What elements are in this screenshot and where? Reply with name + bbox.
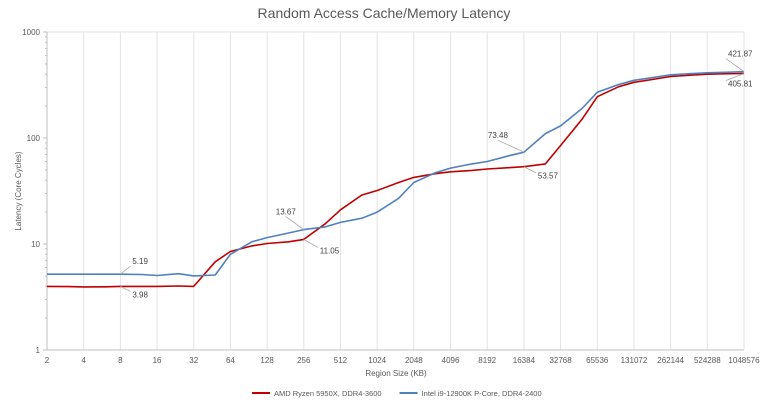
x-tick-labels: 2 4 8 16 32 64 128 256 512 1024 2048 4096 8192 16384 3… — [45, 356, 760, 365]
chart-title: Random Access Cache/Memory Latency — [258, 5, 511, 21]
legend-label-intel: Intel i9-12900K P-Core, DDR4-2400 — [422, 389, 542, 398]
y-axis-title: Latency (Core Cycles) — [14, 151, 23, 230]
y-tick-label: 100 — [27, 134, 41, 143]
label-leader-line — [497, 139, 525, 153]
x-tick-label: 4 — [81, 356, 86, 365]
x-tick-label: 4096 — [442, 356, 460, 365]
x-tick-label: 8 — [118, 356, 123, 365]
series-line-amd — [46, 72, 745, 288]
series-line-intel — [47, 70, 745, 277]
x-tick-label: 262144 — [657, 356, 684, 365]
x-tick-label: 64 — [226, 356, 235, 365]
label-leader-line — [725, 58, 745, 73]
label-leader-line — [303, 239, 318, 248]
series-lines — [46, 70, 745, 288]
data-label: 53.57 — [538, 172, 559, 181]
label-leader-line — [120, 286, 131, 292]
x-tick-label: 256 — [297, 356, 311, 365]
x-tick-label: 32 — [189, 356, 198, 365]
data-label: 5.19 — [132, 257, 148, 266]
x-axis-title: Region Size (KB) — [365, 369, 427, 378]
data-label: 405.81 — [728, 80, 753, 89]
label-leader-line — [285, 216, 305, 230]
data-label: 73.48 — [488, 131, 509, 140]
y-tick-label: 1 — [36, 346, 41, 355]
x-tick-label: 2048 — [405, 356, 423, 365]
x-tick-label: 8192 — [478, 356, 496, 365]
x-tick-label: 2 — [45, 356, 50, 365]
legend: AMD Ryzen 5950X, DDR4-3600 Intel i9-12900… — [252, 389, 542, 398]
data-labels: 5.19 3.98 13.67 11.05 73.48 53.57 421.87 405.81 — [120, 50, 753, 299]
x-tick-label: 512 — [334, 356, 348, 365]
grid-lines — [46, 31, 745, 350]
data-label: 13.67 — [276, 208, 297, 217]
y-tick-label: 10 — [31, 240, 40, 249]
x-tick-label: 131072 — [621, 356, 648, 365]
data-label: 3.98 — [132, 290, 148, 299]
y-tick-label: 1000 — [22, 28, 40, 37]
legend-label-amd: AMD Ryzen 5950X, DDR4-3600 — [274, 389, 382, 398]
x-tick-label: 16 — [153, 356, 162, 365]
x-tick-label: 524288 — [694, 356, 721, 365]
label-leader-line — [725, 73, 745, 81]
x-tick-label: 128 — [260, 356, 274, 365]
x-tick-label: 1024 — [368, 356, 386, 365]
x-tick-label: 16384 — [513, 356, 536, 365]
label-leader-line — [523, 166, 537, 174]
data-label: 11.05 — [320, 246, 340, 255]
x-tick-label: 65536 — [586, 356, 609, 365]
y-tick-labels: 1 10 100 1000 — [22, 28, 40, 355]
label-leader-line — [120, 265, 131, 275]
x-tick-label: 1048576 — [728, 356, 760, 365]
data-label: 421.87 — [728, 50, 753, 59]
x-tick-label: 32768 — [549, 356, 572, 365]
axes — [43, 31, 744, 351]
